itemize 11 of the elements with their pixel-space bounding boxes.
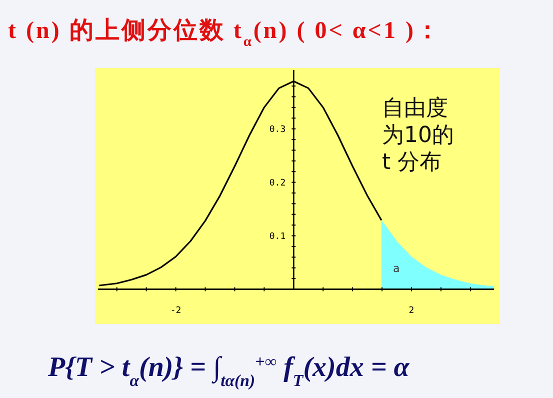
y-tick-label: 0.3 xyxy=(269,124,286,135)
x-tick-label: 2 xyxy=(408,306,414,316)
annotation: t 分布 xyxy=(382,150,442,175)
annotation: 为10的 xyxy=(382,123,454,148)
annotation: 自由度 xyxy=(382,96,448,121)
x-tick-label: -2 xyxy=(170,306,182,316)
annotation: a xyxy=(393,262,400,275)
y-tick-label: 0.1 xyxy=(269,232,286,242)
text: P{T > t$_{α}$(n)} = ∫$_{tα(n)}$$^{+∞}$ f$_{T}$(x)dx = α xyxy=(47,352,410,390)
chart-title: t (n) 的上侧分位数 t$_{α}$(n) ( 0< α<1 )： xyxy=(8,17,442,50)
y-tick-label: 0.2 xyxy=(269,178,286,188)
